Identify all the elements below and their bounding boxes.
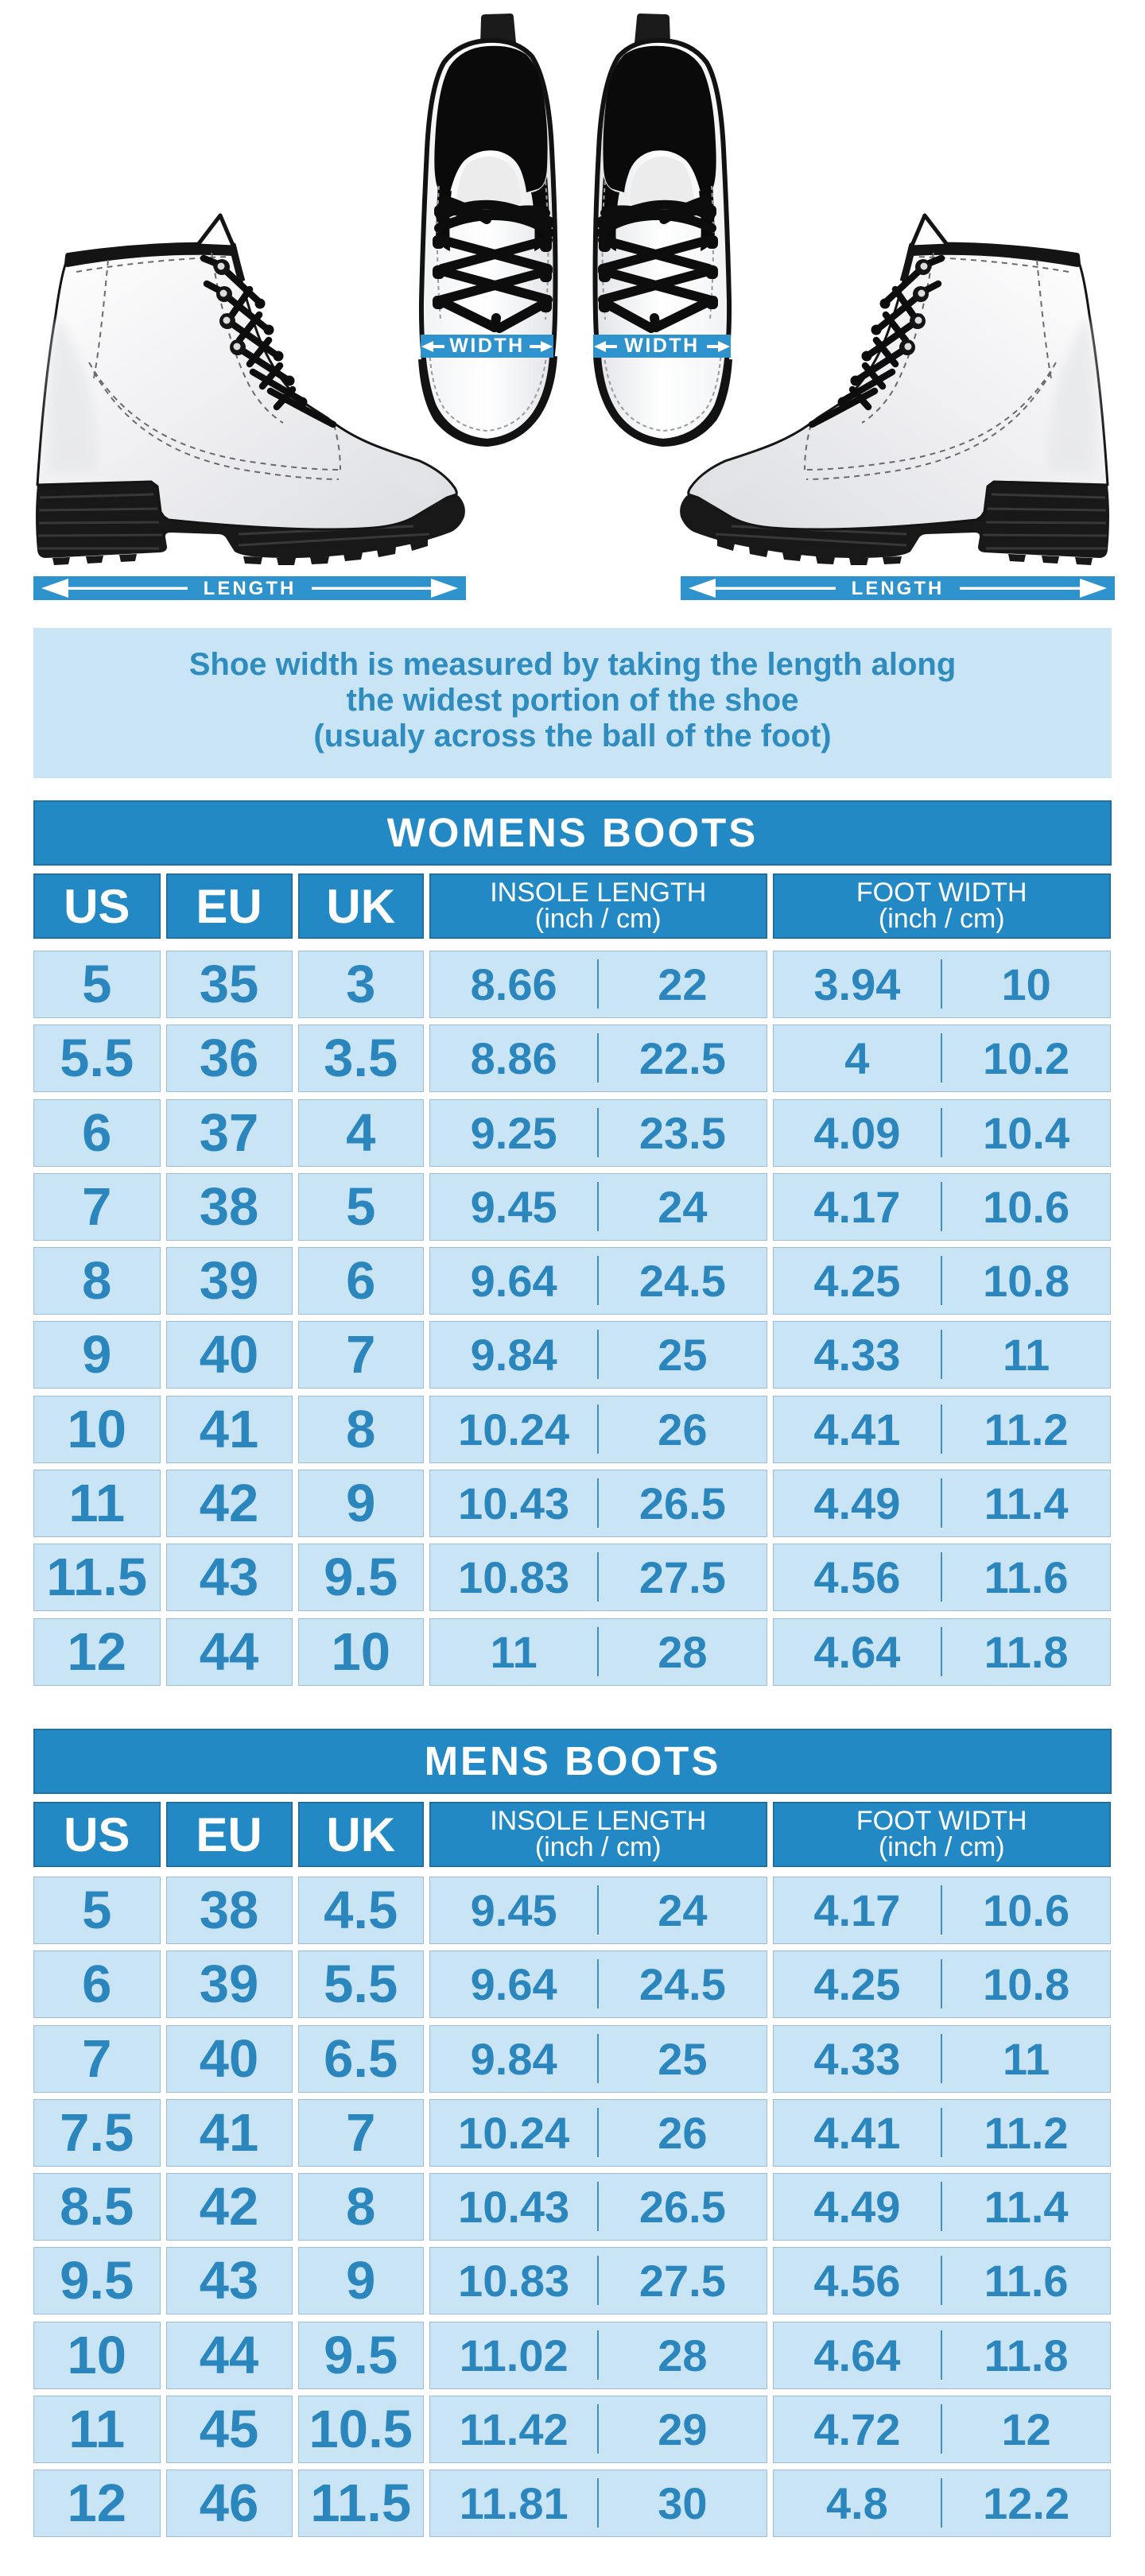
svg-text:LENGTH: LENGTH <box>852 578 945 599</box>
svg-text:LENGTH: LENGTH <box>204 578 297 599</box>
svg-text:WIDTH: WIDTH <box>624 335 699 357</box>
svg-text:WIDTH: WIDTH <box>449 335 524 357</box>
